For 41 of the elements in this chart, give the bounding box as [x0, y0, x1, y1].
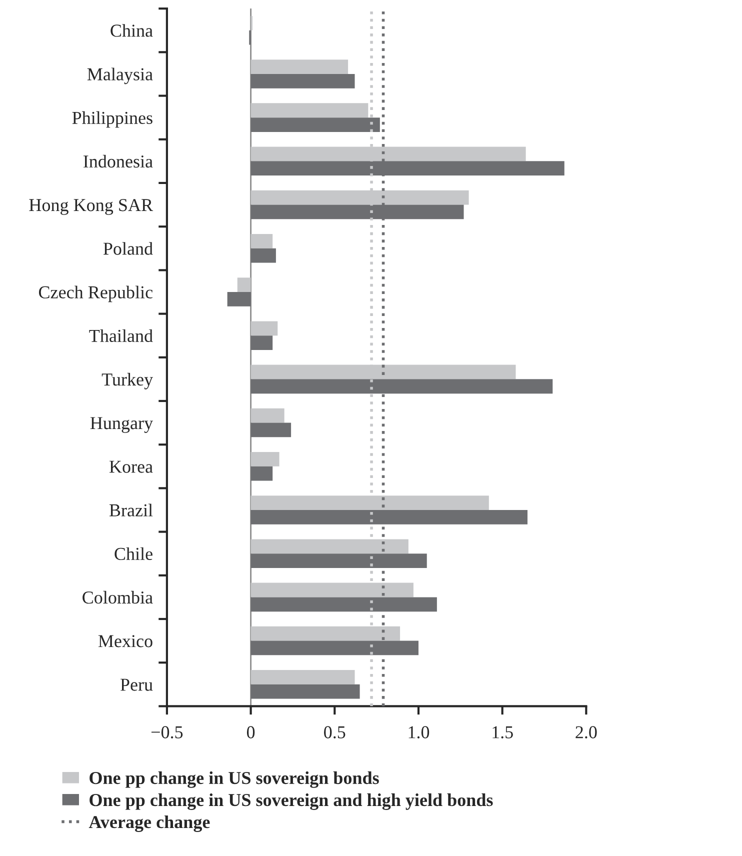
legend-label: One pp change in US sovereign and high yield bonds [90, 793, 493, 810]
bar [250, 466, 273, 481]
y-tick-label: Hungary [90, 417, 153, 433]
y-tick-label: Brazil [109, 504, 153, 516]
bar [250, 60, 348, 74]
y-tick-label: Thailand [89, 329, 153, 342]
x-tick-label: 1.0 [408, 726, 430, 738]
bar [250, 248, 276, 263]
bar [250, 234, 273, 248]
x-tick-label: −0.5 [151, 726, 183, 738]
x-tick-label: 2.0 [576, 726, 597, 738]
legend-label: Average change [88, 815, 210, 832]
bar [250, 321, 278, 336]
bar [250, 336, 273, 350]
legend-label: One pp change in US sovereign bonds [90, 771, 379, 788]
bar [237, 278, 251, 292]
y-tick-label: Mexico [98, 635, 152, 648]
y-tick-label: Turkey [102, 372, 153, 390]
y-tick-label: Poland [103, 242, 153, 255]
y-tick-label: Peru [120, 678, 153, 691]
bar [250, 74, 355, 88]
y-tick-label: Czech Republic [38, 286, 152, 302]
y-tick-label: Korea [109, 460, 153, 473]
y-tick-label: Indonesia [84, 154, 153, 168]
bar [250, 452, 280, 466]
x-tick-label: 1.5 [492, 726, 513, 738]
bar [250, 422, 292, 438]
bar [250, 103, 368, 118]
y-tick-label: Chile [114, 547, 152, 560]
x-tick-label: 0.5 [324, 726, 346, 738]
bar [250, 684, 360, 699]
bar [250, 408, 284, 423]
bar [227, 292, 251, 306]
y-tick-label: China [110, 24, 153, 37]
x-tick-label: 0 [246, 726, 255, 738]
y-tick-label: Malaysia [87, 68, 153, 84]
y-tick-label: Hong Kong SAR [29, 199, 154, 215]
y-tick-label: Philippines [72, 111, 152, 128]
bar [250, 118, 380, 132]
bar [250, 670, 355, 684]
y-tick-label: Colombia [82, 590, 153, 604]
